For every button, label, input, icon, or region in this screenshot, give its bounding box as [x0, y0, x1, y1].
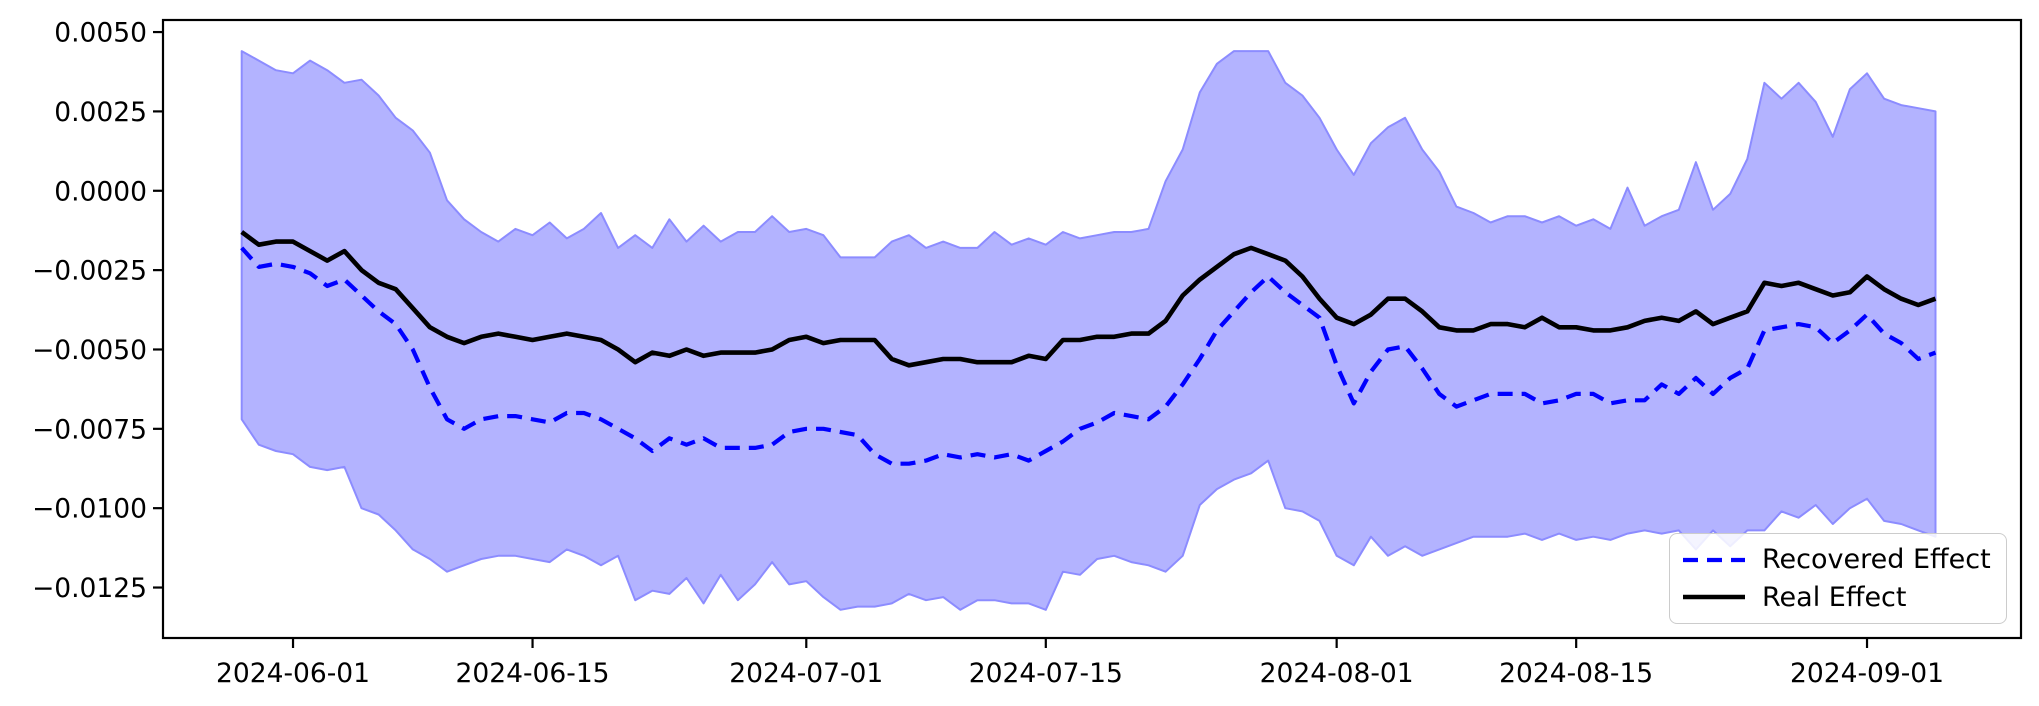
y-tick-label: 0.0025 — [54, 97, 147, 128]
x-tick-label: 2024-08-15 — [1499, 658, 1653, 689]
recovered-effect-legend-line-icon — [1683, 557, 1745, 562]
real-effect-line — [240, 230, 1937, 368]
legend: Recovered Effect Real Effect — [1669, 533, 2007, 624]
y-tick-label: 0.0000 — [54, 176, 147, 207]
legend-item-recovered-effect: Recovered Effect — [1682, 544, 1994, 575]
recovered-effect-line — [240, 246, 1937, 466]
x-tick-label: 2024-06-15 — [456, 658, 610, 689]
x-tick-label: 2024-06-01 — [216, 658, 370, 689]
y-tick-label: −0.0050 — [32, 335, 147, 366]
x-tick-label: 2024-07-01 — [729, 658, 883, 689]
y-tick-label: −0.0125 — [32, 573, 147, 604]
y-tick-label: −0.0075 — [32, 414, 147, 445]
axes-frame — [161, 18, 2023, 640]
y-tick-label: 0.0050 — [54, 18, 147, 49]
x-tick-label: 2024-08-01 — [1260, 658, 1414, 689]
legend-label-recovered-effect: Recovered Effect — [1762, 544, 1991, 576]
legend-item-real-effect: Real Effect — [1682, 582, 1994, 613]
legend-label-real-effect: Real Effect — [1762, 581, 1907, 613]
y-tick-label: −0.0100 — [32, 494, 147, 525]
real-effect-legend-line-icon — [1683, 594, 1745, 600]
confidence-band — [240, 50, 1937, 611]
y-tick-label: −0.0025 — [32, 256, 147, 287]
x-tick-label: 2024-07-15 — [969, 658, 1123, 689]
x-tick-label: 2024-09-01 — [1790, 658, 1944, 689]
